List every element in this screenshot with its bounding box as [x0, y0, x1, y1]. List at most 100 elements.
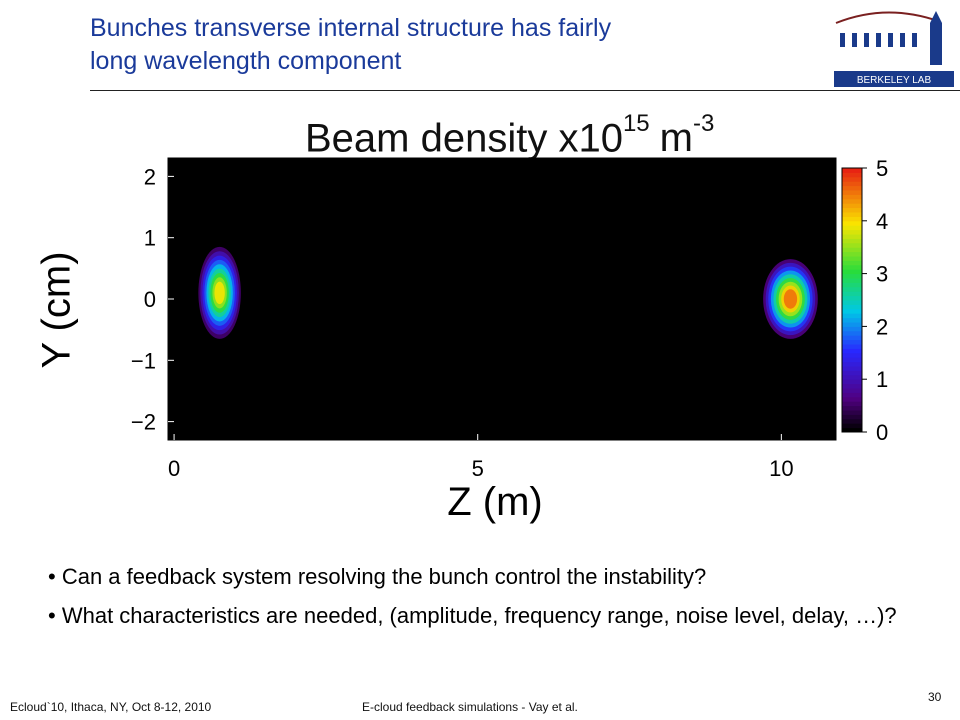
colorbar-segment [842, 427, 862, 433]
colorbar-segment [842, 388, 862, 393]
colorbar-segment [842, 260, 862, 266]
chart-title: Beam density x1015 m-3 [305, 106, 714, 162]
colorbar-segment [842, 330, 862, 336]
colorbar-segment [842, 313, 862, 319]
bullet-text: Can a feedback system resolving the bunc… [61, 564, 707, 589]
colorbar-tick-label: 5 [876, 156, 888, 181]
plot-area [168, 158, 836, 440]
colorbar-segment [842, 216, 862, 222]
colorbar-segment [842, 176, 862, 182]
colorbar-segment [842, 273, 862, 279]
y-tick-label: 2 [144, 164, 156, 189]
colorbar-segment [842, 185, 862, 191]
colorbar-segment [842, 212, 862, 217]
chart-title-unit: m [659, 116, 693, 161]
chart-title-unit-exponent: -3 [692, 110, 715, 137]
colorbar-tick-label: 2 [876, 314, 888, 339]
bullet-text: What characteristics are needed, (amplit… [61, 603, 897, 628]
x-tick-label: 5 [472, 456, 484, 481]
slide-title-line-1: Bunches transverse internal structure ha… [90, 14, 612, 42]
colorbar-segment [842, 361, 862, 367]
berkeley-lab-logo: BERKELEY LAB [826, 5, 956, 91]
chart-title-prefix: Beam density x10 [305, 116, 623, 161]
colorbar-segment [842, 370, 862, 376]
x-tick-label: 10 [769, 456, 793, 481]
colorbar-segment [842, 326, 862, 332]
chart-title-exponent: 15 [622, 110, 650, 137]
colorbar-tick-label: 0 [876, 420, 888, 445]
bullet-list: • Can a feedback system resolving the bu… [48, 562, 908, 640]
colorbar-segment [842, 172, 862, 178]
colorbar-segment [842, 251, 862, 257]
colorbar-segment [842, 194, 862, 200]
colorbar-segment [842, 374, 862, 380]
colorbar-frame [841, 167, 863, 433]
colorbar-tick-label: 4 [876, 209, 888, 234]
colorbar-segment [842, 414, 862, 420]
colorbar-segment [842, 317, 862, 323]
density-region [763, 259, 818, 339]
colorbar-segment [842, 286, 862, 292]
colorbar-segment [842, 423, 862, 429]
colorbar-segment [842, 304, 862, 310]
page-number: 30 [928, 690, 942, 704]
density-contour [214, 281, 225, 305]
colorbar-tick-label: 1 [876, 367, 888, 392]
colorbar-segment [842, 207, 862, 213]
colorbar-segment [842, 225, 862, 231]
bullet-item: • Can a feedback system resolving the bu… [48, 564, 707, 589]
colorbar-segment [842, 383, 862, 389]
colorbar-segment [842, 410, 862, 415]
slide-title-line-2: long wavelength component [90, 47, 402, 75]
colorbar-segment [842, 348, 862, 354]
x-axis-label: Z (m) [447, 480, 543, 524]
colorbar-segment [842, 308, 862, 314]
y-tick-label: −1 [131, 348, 156, 373]
density-contour [783, 289, 798, 309]
colorbar-segment [842, 401, 862, 407]
colorbar-segment [842, 339, 862, 345]
bullet-item: • What characteristics are needed, (ampl… [48, 603, 897, 628]
y-tick-label: 0 [144, 287, 156, 312]
colorbar-tick-label: 3 [876, 262, 888, 287]
colorbar-segment [842, 278, 862, 283]
colorbar-segment [842, 242, 862, 248]
colorbar-segment [842, 264, 862, 270]
colorbar-segment [842, 238, 862, 244]
colorbar-segment [842, 168, 862, 173]
colorbar-segment [842, 366, 862, 371]
colorbar-segment [842, 322, 862, 327]
slide-title: Bunches transverse internal structure ha… [90, 12, 790, 78]
colorbar-segment [842, 247, 862, 253]
colorbar-segment [842, 269, 862, 275]
colorbar-segment [842, 229, 862, 235]
y-tick-label: 1 [144, 226, 156, 251]
colorbar-segment [842, 379, 862, 385]
colorbar-segment [842, 198, 862, 204]
colorbar-segment [842, 405, 862, 411]
colorbar-segment [842, 203, 862, 209]
colorbar-segment [842, 335, 862, 341]
colorbar-segment [842, 418, 862, 424]
colorbar-segment [842, 190, 862, 195]
colorbar-segment [842, 352, 862, 358]
title-divider [90, 90, 960, 91]
beam-density-heatmap: 0 5 10 −2 −1 0 1 2 0 1 2 3 4 5 [131, 156, 888, 481]
colorbar-segment [842, 300, 862, 305]
x-tick-label: 0 [168, 456, 180, 481]
colorbar-segment [842, 234, 862, 239]
colorbar-segment [842, 392, 862, 398]
colorbar-segment [842, 291, 862, 297]
density-region [198, 246, 241, 339]
colorbar-segment [842, 396, 862, 402]
colorbar-segment [842, 256, 862, 261]
svg-text:BERKELEY LAB: BERKELEY LAB [857, 75, 932, 86]
y-tick-label: −2 [131, 410, 156, 435]
colorbar-segment [842, 295, 862, 301]
colorbar-segment [842, 344, 862, 349]
colorbar-segment [842, 357, 862, 363]
colorbar-segment [842, 181, 862, 187]
colorbar-segment [842, 220, 862, 226]
footer-conference: Ecloud`10, Ithaca, NY, Oct 8-12, 2010 [10, 700, 212, 714]
colorbar-segment [842, 282, 862, 288]
